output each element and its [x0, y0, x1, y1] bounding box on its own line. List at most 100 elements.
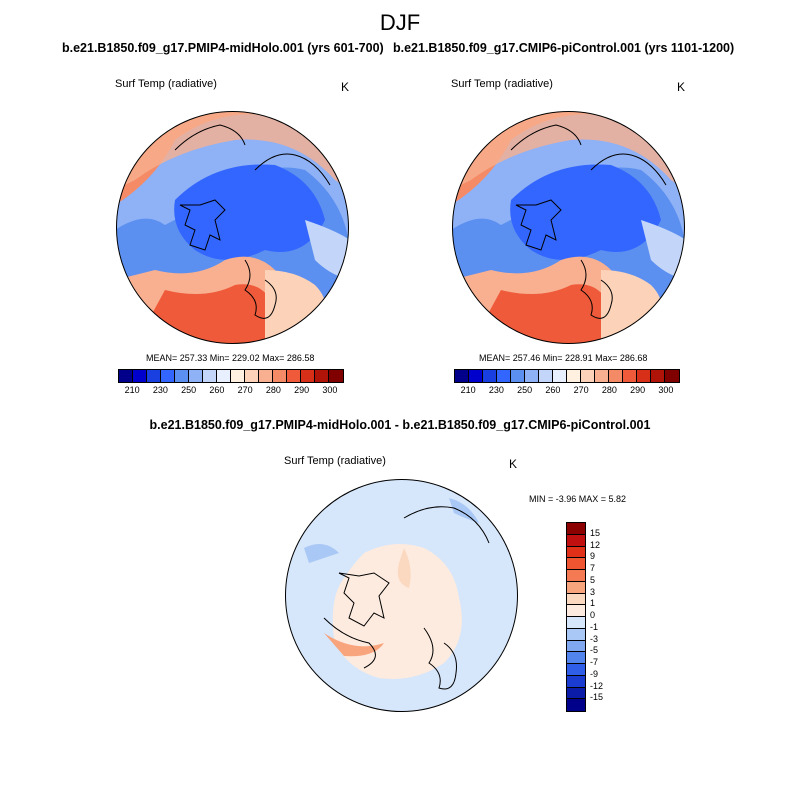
colorbar-swatch — [567, 370, 581, 382]
colorbar-tick-label: 280 — [601, 385, 617, 395]
panel2-colorbar — [454, 369, 680, 383]
colorbar-swatch — [525, 370, 539, 382]
colorbar-tick-label: 3 — [590, 586, 596, 597]
colorbar-tick-label: -3 — [590, 633, 599, 644]
diff-stats: MIN = -3.96 MAX = 5.82 — [529, 494, 627, 504]
colorbar-tick-label: -7 — [590, 657, 599, 667]
panel2-units: K — [677, 80, 686, 94]
panel1-units: K — [341, 80, 350, 94]
colorbar-tick-label: 270 — [237, 385, 253, 395]
colorbar-tick-label: 300 — [658, 385, 674, 395]
colorbar-swatch — [259, 370, 273, 382]
panel2-case-title: b.e21.B1850.f09_g17.CMIP6-piControl.001 … — [393, 41, 735, 55]
colorbar-swatch — [203, 370, 217, 382]
colorbar-swatch — [567, 546, 585, 559]
colorbar-tick-label: -5 — [590, 645, 599, 656]
colorbar-swatch — [567, 534, 585, 547]
colorbar-swatch — [287, 370, 301, 382]
colorbar-swatch — [469, 370, 483, 382]
colorbar-swatch — [567, 605, 585, 617]
page-title: DJF — [379, 10, 421, 35]
colorbar-tick-label: -1 — [590, 621, 599, 632]
colorbar-tick-label: 280 — [265, 385, 281, 395]
colorbar-tick-label: 230 — [152, 385, 168, 395]
colorbar-swatch — [623, 370, 637, 382]
colorbar-tick-label: 270 — [573, 385, 589, 395]
colorbar-tick-label: 250 — [181, 385, 197, 395]
colorbar-swatch — [231, 370, 245, 382]
colorbar-swatch — [455, 370, 469, 382]
colorbar-swatch — [581, 370, 595, 382]
colorbar-swatch — [511, 370, 525, 382]
colorbar-swatch — [567, 699, 585, 711]
colorbar-swatch — [315, 370, 329, 382]
colorbar-swatch — [567, 593, 585, 606]
colorbar-swatch — [301, 370, 315, 382]
colorbar-swatch — [567, 628, 585, 641]
colorbar-tick-label: -12 — [590, 680, 604, 691]
colorbar-tick-label: 15 — [590, 527, 601, 538]
colorbar-tick-label: 210 — [460, 385, 476, 395]
colorbar-tick-label: 12 — [590, 539, 601, 550]
colorbar-swatch — [567, 664, 585, 676]
panel1-case-title: b.e21.B1850.f09_g17.PMIP4-midHolo.001 (y… — [62, 41, 384, 55]
colorbar-tick-label: -9 — [590, 668, 599, 679]
colorbar-swatch — [189, 370, 203, 382]
colorbar-tick-label: 300 — [322, 385, 338, 395]
diff-colorbar-ticks: 15 12 9 7 5 3 1 0 -1 -3 -5 -7 -9 -12 -15 — [590, 522, 630, 712]
panel1-stats: MEAN= 257.33 Min= 229.02 Max= 286.58 — [146, 353, 315, 363]
colorbar-swatch — [567, 523, 585, 535]
colorbar-swatch — [595, 370, 609, 382]
colorbar-tick-label: 290 — [294, 385, 310, 395]
colorbar-swatch — [175, 370, 189, 382]
colorbar-tick-label: -15 — [590, 692, 604, 703]
colorbar-swatch — [567, 558, 585, 570]
panel2-colorbar-ticks: 210 230 250 260 270 280 290 300 — [454, 385, 680, 397]
colorbar-swatch — [483, 370, 497, 382]
panel2-polar-map — [452, 111, 685, 344]
colorbar-tick-label: 290 — [630, 385, 646, 395]
colorbar-tick-label: 9 — [590, 551, 596, 562]
panel2-stats: MEAN= 257.46 Min= 228.91 Max= 286.68 — [479, 353, 648, 363]
diff-colorbar — [566, 522, 586, 712]
panel1-colorbar — [118, 369, 344, 383]
colorbar-tick-label: 260 — [209, 385, 225, 395]
panel2-variable-label: Surf Temp (radiative) — [451, 78, 553, 90]
colorbar-swatch — [637, 370, 651, 382]
diff-variable-label: Surf Temp (radiative) — [284, 455, 386, 467]
colorbar-swatch — [567, 570, 585, 582]
colorbar-swatch — [567, 617, 585, 629]
colorbar-tick-label: 250 — [517, 385, 533, 395]
colorbar-swatch — [217, 370, 231, 382]
colorbar-swatch — [147, 370, 161, 382]
colorbar-swatch — [539, 370, 553, 382]
colorbar-swatch — [567, 581, 585, 594]
colorbar-swatch — [567, 640, 585, 653]
colorbar-swatch — [245, 370, 259, 382]
colorbar-tick-label: 7 — [590, 563, 596, 573]
colorbar-swatch — [329, 370, 343, 382]
colorbar-swatch — [665, 370, 679, 382]
colorbar-swatch — [567, 687, 585, 700]
colorbar-swatch — [119, 370, 133, 382]
colorbar-tick-label: 210 — [124, 385, 140, 395]
panel1-colorbar-ticks: 210 230 250 260 270 280 290 300 — [118, 385, 344, 397]
colorbar-tick-label: 260 — [545, 385, 561, 395]
diff-units: K — [509, 457, 518, 471]
diff-case-title: b.e21.B1850.f09_g17.PMIP4-midHolo.001 - … — [149, 418, 651, 432]
colorbar-swatch — [273, 370, 287, 382]
colorbar-tick-label: 1 — [590, 598, 596, 609]
colorbar-swatch — [567, 652, 585, 664]
colorbar-swatch — [553, 370, 567, 382]
panel1-polar-map — [116, 111, 349, 344]
colorbar-swatch — [567, 675, 585, 688]
colorbar-swatch — [609, 370, 623, 382]
colorbar-swatch — [133, 370, 147, 382]
colorbar-tick-label: 230 — [488, 385, 504, 395]
colorbar-swatch — [161, 370, 175, 382]
panel1-variable-label: Surf Temp (radiative) — [115, 78, 217, 90]
colorbar-swatch — [497, 370, 511, 382]
colorbar-tick-label: 5 — [590, 574, 596, 585]
colorbar-tick-label: 0 — [590, 610, 596, 620]
diff-polar-map — [285, 479, 518, 712]
